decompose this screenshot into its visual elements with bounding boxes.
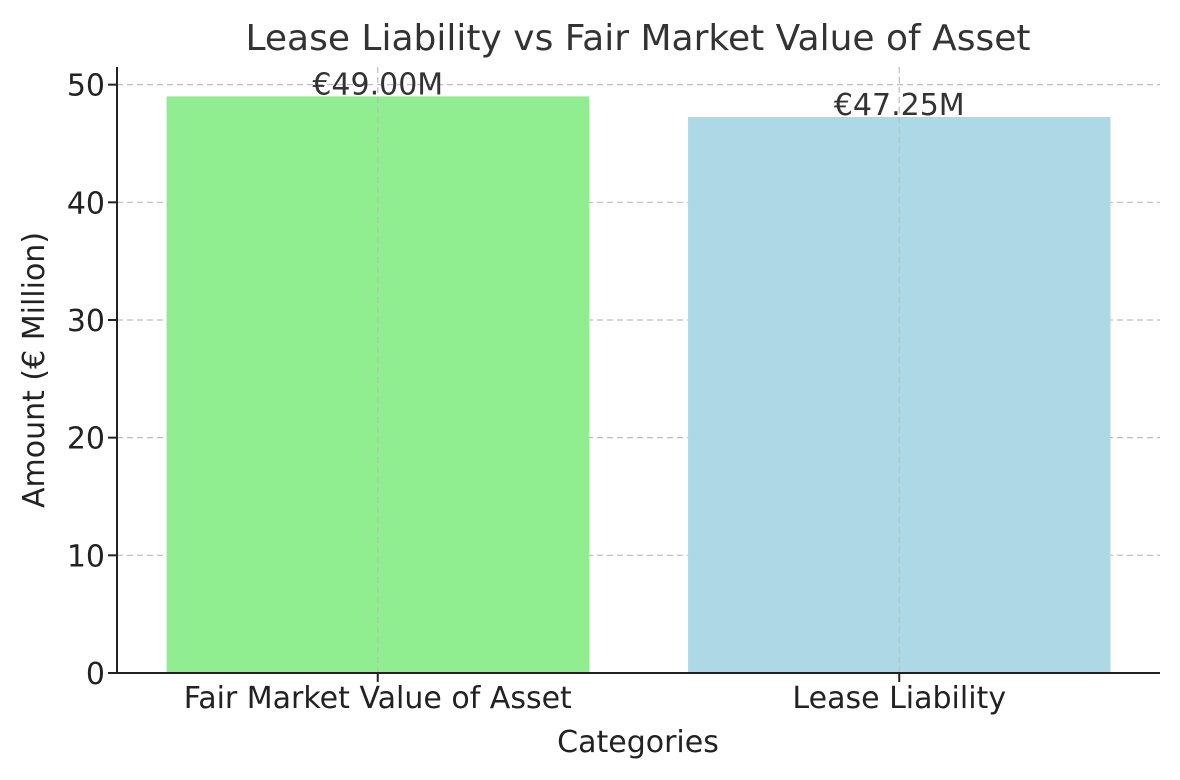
y-axis-label: Amount (€ Million): [17, 232, 52, 508]
x-tick-label: Fair Market Value of Asset: [184, 681, 572, 716]
y-tick-label: 30: [67, 304, 105, 339]
bars: [166, 96, 1111, 674]
vertical-grid: [377, 67, 900, 673]
y-tick-label: 50: [67, 69, 105, 104]
data-labels: €49.00M €47.25M: [312, 67, 964, 123]
y-tick-label: 0: [86, 657, 105, 692]
bar-value-label: €49.00M: [312, 67, 443, 102]
y-tick-label: 20: [67, 422, 105, 457]
y-tick-label: 10: [67, 539, 105, 574]
x-axis-label: Categories: [557, 725, 719, 760]
chart-title: Lease Liability vs Fair Market Value of …: [245, 18, 1030, 59]
x-tick-label: Lease Liability: [792, 681, 1006, 716]
axes: 0 10 20 30 40 50 Fair Market Value of Asset Lea…: [67, 67, 1160, 716]
y-tick-label: 40: [67, 186, 105, 221]
bar-value-label: €47.25M: [834, 88, 965, 123]
